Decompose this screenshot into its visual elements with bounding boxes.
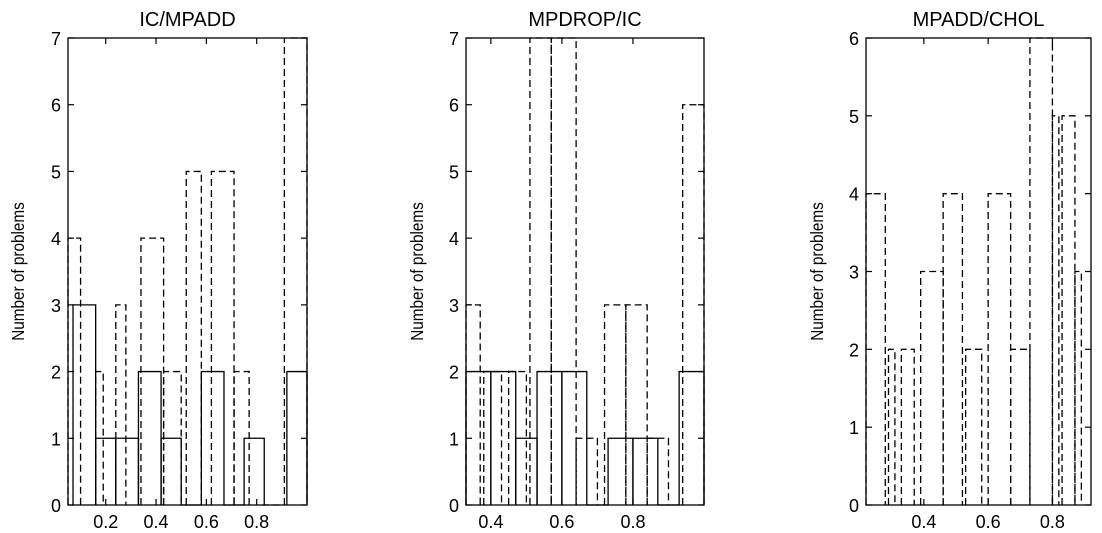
panel-mpadd-chol: 0 1 2 3 4 5 6 0.4 0.6 0.8 MPADD/CHOL Number of prob…: [807, 9, 1092, 532]
y-tick-label: 2: [449, 363, 459, 383]
chart-title: MPDROP/IC: [528, 9, 641, 31]
y-tick-label: 4: [849, 185, 859, 205]
y-axis-label: Number of problems: [407, 202, 427, 340]
y-tick-label: 5: [849, 107, 859, 127]
solid-histogram-bar: [243, 437, 265, 505]
dashed-histogram-bar: [900, 348, 915, 505]
solid-histogram-bar: [72, 304, 97, 505]
x-tick-label: 0.8: [620, 512, 645, 532]
panel-ic-mpadd: 0 1 2 3 4 5 6 7 0.2 0.4 0.6 0.8 IC/MPADD Number of pr…: [8, 9, 308, 532]
dashed-histogram-bar: [625, 304, 648, 505]
y-tick-label: 2: [51, 363, 61, 383]
y-tick-label: 0: [51, 496, 61, 516]
y-tick-label: 4: [51, 229, 61, 249]
solid-histogram-bar: [95, 437, 117, 505]
solid-histogram-bar: [490, 370, 517, 505]
dashed-histogram-bar: [964, 348, 983, 505]
dashed-histogram-bar: [483, 370, 503, 505]
dashed-histogram-bar: [887, 348, 896, 505]
x-tick-label: 0.4: [911, 512, 936, 532]
y-axis-label: Number of problems: [807, 202, 827, 340]
solid-histogram-bar: [115, 437, 140, 505]
y-tick-label: 5: [51, 162, 61, 182]
dashed-histogram-bar: [1051, 115, 1060, 505]
solid-histogram-bar: [515, 437, 538, 505]
y-tick-label: 1: [849, 418, 859, 438]
solid-histogram-bar: [561, 370, 588, 505]
axes-frame: [465, 37, 705, 506]
x-tick-label: 0.8: [1040, 512, 1065, 532]
y-tick-label: 6: [849, 29, 859, 49]
y-tick-label: 3: [449, 296, 459, 316]
x-tick-label: 0.8: [244, 512, 269, 532]
dashed-histogram-bar: [987, 193, 1012, 505]
dashed-histogram-bar: [465, 304, 481, 505]
dashed-histogram-bar: [1074, 270, 1083, 505]
x-tick-label: 0.6: [194, 512, 219, 532]
y-tick-label: 6: [449, 96, 459, 116]
y-tick-label: 4: [449, 229, 459, 249]
y-tick-label: 3: [849, 263, 859, 283]
chart-title: MPADD/CHOL: [913, 9, 1045, 31]
dashed-histogram-bar: [1061, 115, 1076, 505]
dashed-histogram-bar: [507, 370, 528, 505]
y-tick-label: 7: [51, 29, 61, 49]
axes-frame: [865, 37, 1092, 506]
solid-histogram-bar: [632, 437, 659, 505]
y-tick-label: 1: [449, 429, 459, 449]
y-tick-label: 1: [51, 429, 61, 449]
solid-histogram-bar: [536, 370, 563, 505]
x-tick-label: 0.6: [976, 512, 1001, 532]
dashed-histogram-bar: [283, 37, 308, 505]
y-tick-label: 0: [849, 496, 859, 516]
x-tick-label: 0.4: [144, 512, 169, 532]
y-tick-label: 6: [51, 96, 61, 116]
solid-histogram-bar: [607, 437, 634, 505]
y-tick-label: 7: [449, 29, 459, 49]
solid-histogram-bar: [160, 437, 182, 505]
y-tick-label: 3: [51, 296, 61, 316]
y-axis-label: Number of problems: [8, 202, 28, 340]
x-tick-label: 0.6: [549, 512, 574, 532]
dashed-histogram-bar: [1029, 37, 1054, 505]
dashed-histogram-bar: [550, 37, 577, 505]
dashed-histogram-bar: [942, 193, 964, 505]
y-tick-label: 0: [449, 496, 459, 516]
axes-frame: [67, 37, 308, 506]
y-tick-label: 2: [849, 340, 859, 360]
dashed-histogram-bar: [1009, 348, 1031, 505]
dashed-histogram-bar: [115, 304, 127, 505]
y-tick-label: 5: [449, 162, 459, 182]
dashed-histogram-bar: [529, 37, 552, 505]
dashed-histogram-bar: [185, 170, 202, 505]
chart-title: IC/MPADD: [139, 9, 235, 31]
solid-histogram-bar: [137, 370, 162, 505]
x-tick-label: 0.4: [478, 512, 503, 532]
dashed-histogram-bar: [210, 170, 235, 505]
solid-histogram-bar: [200, 370, 225, 505]
x-tick-label: 0.2: [93, 512, 118, 532]
panel-mpdrop-ic: 0 1 2 3 4 5 6 7 0.4 0.6 0.8 MPDROP/IC Number of prob…: [407, 9, 705, 532]
dashed-histogram-bar: [919, 270, 944, 505]
